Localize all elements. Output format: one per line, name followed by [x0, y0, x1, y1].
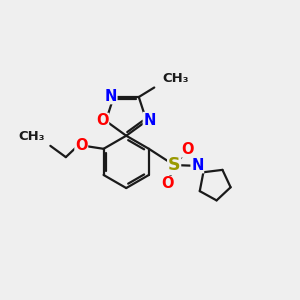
Text: O: O: [161, 176, 174, 191]
Text: O: O: [75, 138, 88, 153]
Text: O: O: [96, 113, 109, 128]
Text: N: N: [104, 88, 117, 104]
Text: N: N: [191, 158, 203, 173]
Text: O: O: [181, 142, 194, 157]
Text: CH₃: CH₃: [162, 71, 188, 85]
Text: S: S: [168, 156, 180, 174]
Text: CH₃: CH₃: [19, 130, 45, 143]
Text: N: N: [143, 112, 156, 128]
